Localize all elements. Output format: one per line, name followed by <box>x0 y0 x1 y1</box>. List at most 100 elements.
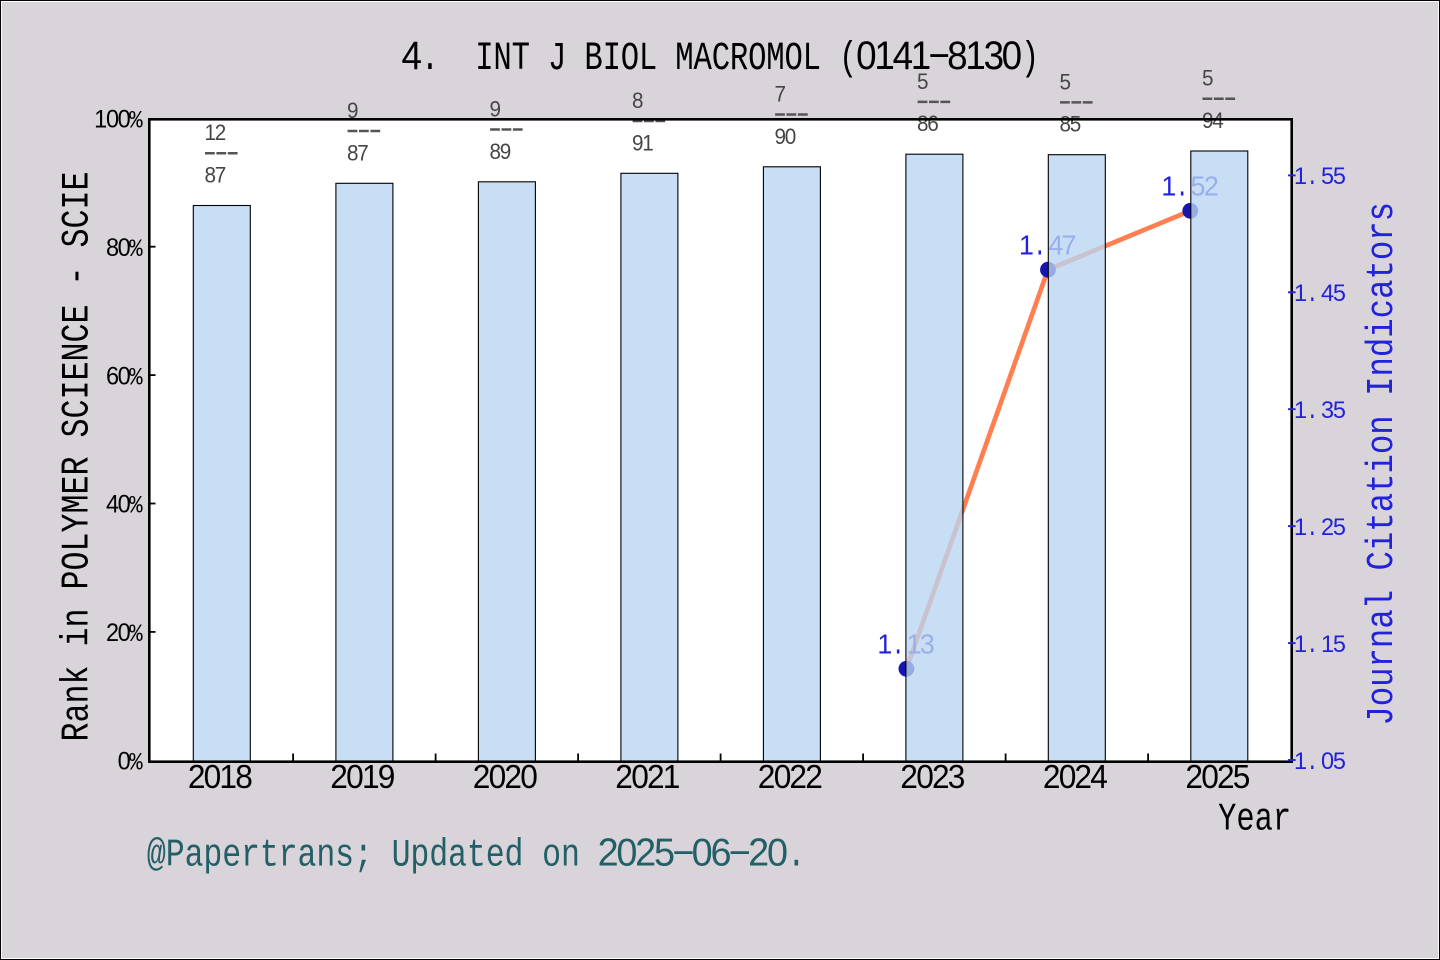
svg-text:C: C <box>712 35 730 81</box>
svg-text:3: 3 <box>1321 397 1334 424</box>
svg-text:7: 7 <box>215 163 227 188</box>
svg-text:2: 2 <box>758 757 776 795</box>
svg-text:O: O <box>621 35 639 81</box>
svg-text:1: 1 <box>965 34 985 79</box>
svg-text:0: 0 <box>767 831 788 875</box>
svg-text:O: O <box>785 35 803 81</box>
svg-text:1: 1 <box>663 757 681 795</box>
svg-text:1: 1 <box>874 34 894 79</box>
svg-text:U: U <box>392 833 411 878</box>
svg-text:9: 9 <box>489 97 501 122</box>
svg-text:1: 1 <box>362 757 380 795</box>
svg-text:0: 0 <box>118 619 131 647</box>
svg-text:%: % <box>129 364 143 392</box>
svg-text:1: 1 <box>1294 514 1307 541</box>
svg-text:.: . <box>1033 231 1046 263</box>
svg-text:0: 0 <box>118 748 131 776</box>
svg-text:2: 2 <box>635 831 656 875</box>
svg-text:O: O <box>748 35 766 81</box>
svg-text:.: . <box>1306 515 1318 542</box>
svg-text:Rank in POLYMER SCIENCE - SCIE: Rank in POLYMER SCIENCE - SCIE <box>55 172 100 742</box>
svg-text:1: 1 <box>877 628 892 660</box>
svg-text:5: 5 <box>1233 757 1251 795</box>
svg-text:3: 3 <box>984 34 1004 79</box>
svg-text:2: 2 <box>106 619 119 647</box>
svg-text:−: − <box>928 34 949 79</box>
svg-text:0: 0 <box>118 106 131 134</box>
svg-text:5: 5 <box>1059 70 1071 95</box>
svg-text:1: 1 <box>1294 163 1307 190</box>
svg-text:2: 2 <box>805 757 823 795</box>
svg-text:7: 7 <box>357 141 369 166</box>
svg-text:2: 2 <box>598 831 619 875</box>
svg-text:.: . <box>787 833 806 878</box>
svg-text:1: 1 <box>1019 229 1034 261</box>
svg-text:o: o <box>542 833 561 878</box>
svg-text:0: 0 <box>774 757 792 795</box>
svg-text:2: 2 <box>504 757 522 795</box>
svg-text:d: d <box>429 833 448 878</box>
svg-text:0: 0 <box>118 491 131 519</box>
svg-text:0: 0 <box>204 757 222 795</box>
svg-text:9: 9 <box>378 757 396 795</box>
svg-text:%: % <box>129 236 143 264</box>
svg-text:2: 2 <box>647 757 665 795</box>
svg-text:2: 2 <box>1043 757 1061 795</box>
svg-text:1: 1 <box>1321 631 1334 658</box>
svg-text:p: p <box>410 833 429 878</box>
svg-text:I: I <box>475 35 493 81</box>
svg-text:5: 5 <box>1070 112 1082 137</box>
svg-text:0: 0 <box>616 831 637 875</box>
svg-text:Year: Year <box>1218 798 1291 841</box>
svg-text:I: I <box>603 35 621 81</box>
svg-text:0: 0 <box>692 831 713 875</box>
svg-text:2: 2 <box>1321 514 1334 541</box>
svg-text:a: a <box>298 833 317 878</box>
svg-text:M: M <box>675 35 693 81</box>
svg-text:M: M <box>766 35 784 81</box>
svg-text:9: 9 <box>500 139 512 164</box>
svg-text:.: . <box>892 630 905 662</box>
svg-text:.: . <box>1306 632 1318 659</box>
svg-text:p: p <box>203 833 222 878</box>
svg-text:2: 2 <box>615 757 633 795</box>
svg-text:2: 2 <box>1074 757 1092 795</box>
svg-text:%: % <box>129 750 143 778</box>
svg-text:r: r <box>241 833 260 878</box>
svg-text:.: . <box>421 35 439 81</box>
svg-text:9: 9 <box>1202 108 1214 133</box>
svg-text:5: 5 <box>1202 66 1214 91</box>
svg-text:6: 6 <box>106 363 119 391</box>
svg-text:%: % <box>129 621 143 649</box>
svg-text:@: @ <box>147 833 166 878</box>
svg-text:): ) <box>1021 35 1039 81</box>
svg-text:0: 0 <box>520 757 538 795</box>
svg-text:n: n <box>316 833 335 878</box>
svg-text:8: 8 <box>632 88 644 113</box>
svg-text:;: ; <box>354 833 373 878</box>
svg-text:.: . <box>1306 165 1318 192</box>
svg-text:.: . <box>1306 398 1318 425</box>
svg-text:8: 8 <box>1059 112 1071 137</box>
svg-text:4: 4 <box>1321 280 1334 307</box>
svg-text:0: 0 <box>785 124 797 149</box>
svg-text:8: 8 <box>235 757 253 795</box>
svg-text:2: 2 <box>188 757 206 795</box>
svg-text:B: B <box>584 35 602 81</box>
svg-text:0: 0 <box>631 757 649 795</box>
svg-text:r: r <box>279 833 298 878</box>
svg-text:1: 1 <box>1294 748 1307 775</box>
svg-text:0: 0 <box>1201 757 1219 795</box>
svg-text:4: 4 <box>1212 108 1224 133</box>
svg-text:1: 1 <box>642 131 654 156</box>
svg-text:4: 4 <box>401 34 421 79</box>
svg-text:.: . <box>1306 749 1318 776</box>
svg-text:3: 3 <box>948 757 966 795</box>
svg-text:1: 1 <box>911 34 931 79</box>
svg-text:L: L <box>803 35 821 81</box>
svg-text:4: 4 <box>106 491 119 519</box>
svg-text:8: 8 <box>489 139 501 164</box>
svg-text:%: % <box>129 108 143 136</box>
svg-text:5: 5 <box>1333 748 1346 775</box>
svg-text:8: 8 <box>947 34 967 79</box>
